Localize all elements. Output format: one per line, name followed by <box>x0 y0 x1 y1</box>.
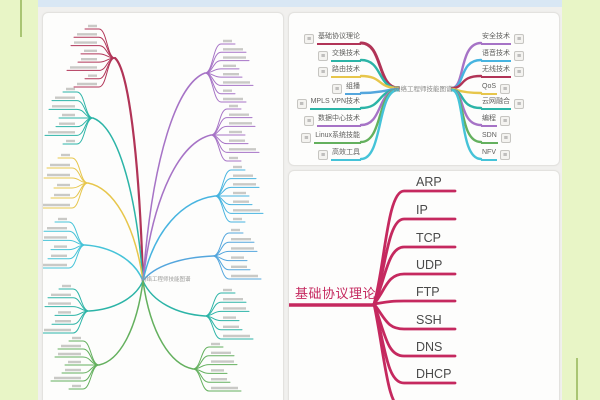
skill-branch-item[interactable]: ≡ MPLS VPN技术 <box>291 95 361 110</box>
skill-branch-item[interactable]: ≡ 组播 <box>291 80 361 95</box>
skill-branch-item[interactable]: ≡ 路由技术 <box>291 63 361 78</box>
branch-label: 编程 <box>481 114 497 127</box>
note-icon: ≡ <box>500 116 510 126</box>
mindmap-overview-graphic <box>43 24 264 392</box>
skill-map-center-title: 网络工程师技能图谱 <box>394 86 453 93</box>
note-icon: ≡ <box>301 133 312 143</box>
skill-branch-item[interactable]: QoS ≡ <box>481 80 557 95</box>
branch-label: 路由技术 <box>331 65 361 78</box>
top-highlight-strip <box>38 0 562 7</box>
note-icon: ≡ <box>332 84 342 94</box>
protocol-node: IP <box>416 203 428 217</box>
protocol-node: DHCP <box>416 367 452 381</box>
branch-label: 安全技术 <box>481 32 511 45</box>
protocol-map-panel[interactable]: 基础协议理论 ARP IP TCP UDP FTP SSH DNS DHCP 其… <box>288 170 560 400</box>
branch-label: QoS <box>481 82 498 95</box>
skill-branch-item[interactable]: NFV ≡ <box>481 146 557 161</box>
branch-label: SDN <box>481 131 498 144</box>
branch-label: MPLS VPN技术 <box>309 97 361 110</box>
branch-label: 基础协议理论 <box>317 32 361 45</box>
note-icon: ≡ <box>318 51 328 61</box>
protocol-branch-lines <box>289 189 457 400</box>
protocol-node: DNS <box>416 340 443 354</box>
protocol-node: FTP <box>416 285 440 299</box>
border-line-top-left <box>20 0 22 37</box>
note-icon: ≡ <box>514 34 524 44</box>
protocol-root-label: 基础协议理论 <box>295 286 377 301</box>
note-icon: ≡ <box>514 99 524 109</box>
branch-label: NFV <box>481 148 497 161</box>
note-icon: ≡ <box>514 67 524 77</box>
branch-label: 交换技术 <box>331 49 361 62</box>
branch-label: 语音技术 <box>481 49 511 62</box>
content-area: 网络工程师技能图谱 网络工程师技能图谱 <box>38 0 562 400</box>
skill-map-branch-lines <box>359 41 483 161</box>
note-icon: ≡ <box>304 34 314 44</box>
protocol-node: ARP <box>416 175 442 189</box>
skill-branch-item[interactable]: 语音技术 ≡ <box>481 47 557 62</box>
skill-branch-item[interactable]: ≡ Linux系统技能 <box>291 129 361 144</box>
protocol-node: UDP <box>416 258 443 272</box>
note-icon: ≡ <box>514 51 524 61</box>
note-icon: ≡ <box>500 84 511 94</box>
skill-branch-item[interactable]: ≡ 数据中心技术 <box>291 112 361 127</box>
skill-map-panel[interactable]: 网络工程师技能图谱 ≡ 基础协议理论 ≡ 交换技术 ≡ 路由技术 ≡ 组播 ≡ MPLS … <box>288 12 560 166</box>
note-icon: ≡ <box>318 67 328 77</box>
border-line-bottom-right <box>576 358 578 400</box>
note-icon: ≡ <box>296 99 307 109</box>
protocol-node: SSH <box>416 313 442 327</box>
skill-branch-item[interactable]: 编程 ≡ <box>481 112 557 127</box>
skill-branch-item[interactable]: 无线技术 ≡ <box>481 63 557 78</box>
note-icon: ≡ <box>500 150 510 160</box>
skill-branch-item[interactable]: 安全技术 ≡ <box>481 30 557 45</box>
skill-branch-item[interactable]: ≡ 交换技术 <box>291 47 361 62</box>
note-icon: ≡ <box>500 133 511 143</box>
mindmap-overview-panel[interactable]: 网络工程师技能图谱 <box>42 12 284 400</box>
protocol-node: TCP <box>416 231 441 245</box>
note-icon: ≡ <box>318 150 328 160</box>
skill-branch-item[interactable]: ≡ 基础协议理论 <box>291 30 361 45</box>
skill-branch-item[interactable]: ≡ 高效工具 <box>291 146 361 161</box>
branch-label: 数据中心技术 <box>317 114 361 127</box>
skill-branch-item[interactable]: SDN ≡ <box>481 129 557 144</box>
branch-label: 云网融合 <box>481 97 511 110</box>
branch-label: Linux系统技能 <box>314 131 361 144</box>
branch-label: 组播 <box>345 82 361 95</box>
branch-label: 高效工具 <box>331 148 361 161</box>
note-icon: ≡ <box>304 116 314 126</box>
skill-branch-item[interactable]: 云网融合 ≡ <box>481 95 557 110</box>
branch-label: 无线技术 <box>481 65 511 78</box>
